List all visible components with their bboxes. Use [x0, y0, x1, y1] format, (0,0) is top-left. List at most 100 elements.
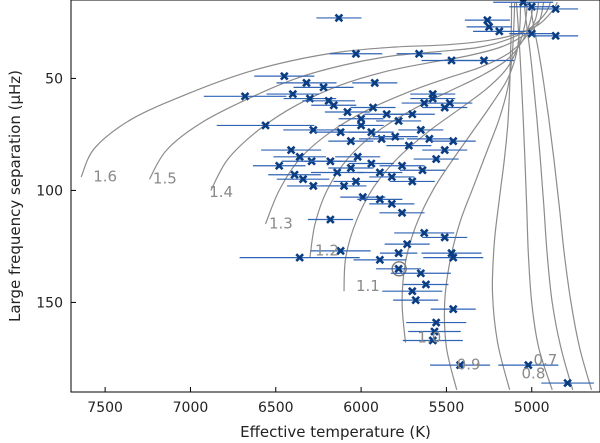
track-label-0-7: 0.7: [533, 351, 557, 369]
star-point: [338, 114, 384, 124]
star-marker: [326, 156, 335, 166]
star-marker: [524, 360, 533, 370]
star-point: [403, 280, 449, 289]
track-labels: 1.6 1.5 1.4 1.3 1.2 1.1 1.0 0.9 0.80.7: [93, 167, 557, 382]
star-point: [541, 378, 594, 388]
star-point: [533, 4, 579, 14]
track-line-0-7: [515, 2, 553, 390]
star-marker: [419, 228, 429, 238]
x-tick-label: 5500: [429, 400, 465, 416]
star-point: [369, 199, 415, 209]
star-marker: [394, 264, 403, 274]
star-point: [421, 248, 482, 258]
track-label-0-8: 0.8: [522, 365, 546, 383]
star-marker: [448, 136, 458, 146]
star-point: [348, 159, 394, 168]
star-marker: [483, 15, 492, 25]
star-marker: [455, 360, 465, 370]
star-point: [402, 336, 463, 345]
star-marker: [448, 304, 458, 314]
star-point: [350, 103, 396, 112]
star-point: [427, 98, 473, 108]
star-marker: [404, 141, 414, 150]
star-point: [382, 286, 443, 296]
y-axis-title: Large frequency separation (μHz): [6, 70, 24, 322]
star-point: [369, 172, 415, 182]
star-marker: [407, 177, 417, 186]
star-point: [328, 136, 374, 146]
x-tick-label: 7500: [87, 400, 123, 416]
star-marker: [290, 170, 299, 180]
star-marker: [351, 177, 361, 186]
star-marker: [334, 13, 344, 23]
star-point: [400, 165, 446, 175]
star-point: [430, 360, 491, 370]
star-marker: [563, 378, 572, 388]
star-point: [389, 109, 435, 119]
x-tick-label: 5000: [514, 400, 550, 416]
track-line-1-4: [210, 2, 545, 191]
star-marker: [440, 233, 450, 242]
star-marker: [336, 246, 345, 256]
star-marker: [397, 208, 407, 218]
star-marker: [288, 89, 298, 99]
track-label-1-3: 1.3: [269, 214, 293, 232]
star-marker: [445, 98, 455, 108]
x-tick-label: 6500: [258, 400, 294, 416]
track-label-1-4: 1.4: [209, 183, 233, 201]
star-point: [406, 318, 467, 327]
star-marker: [375, 168, 385, 177]
star-point: [338, 121, 384, 130]
star-point: [261, 145, 322, 155]
axis-ticks: 7500 7000 6500 6000 5500 5000 50 100 150: [36, 71, 549, 416]
star-point: [266, 89, 320, 99]
star-marker: [346, 163, 356, 173]
star-point: [239, 253, 360, 262]
star-marker: [286, 145, 296, 155]
star-point: [376, 264, 422, 274]
star-point: [335, 152, 381, 162]
star-point: [357, 195, 403, 204]
star-marker: [416, 125, 426, 135]
star-marker: [295, 253, 304, 262]
star-marker: [431, 318, 441, 327]
star-marker: [394, 248, 403, 258]
star-marker: [414, 49, 424, 59]
star-point: [464, 15, 510, 25]
star-point: [353, 255, 407, 265]
star-marker: [308, 181, 318, 191]
star-marker: [298, 174, 308, 184]
star-marker: [261, 121, 270, 130]
star-point: [273, 152, 326, 162]
star-marker: [343, 107, 352, 117]
track-label-1-2: 1.2: [315, 241, 339, 259]
star-point: [252, 161, 306, 171]
star-marker: [527, 29, 537, 38]
y-tick-label: 100: [36, 183, 63, 199]
star-point: [254, 71, 315, 81]
star-point: [430, 304, 476, 314]
y-tick-label: 150: [36, 295, 63, 311]
star-marker: [518, 0, 528, 7]
star-marker: [295, 152, 304, 162]
star-point: [422, 145, 468, 155]
star-marker: [551, 4, 560, 14]
star-marker: [479, 56, 489, 65]
star-marker: [329, 100, 339, 110]
star-marker: [368, 103, 378, 112]
star-marker: [428, 336, 438, 345]
track-line-0-8: [491, 2, 513, 390]
star-point: [466, 22, 512, 32]
star-marker: [351, 49, 361, 59]
star-marker: [431, 154, 441, 164]
star-marker: [302, 78, 311, 88]
star-point: [389, 177, 435, 186]
star-marker: [447, 56, 456, 65]
track-line-extra-10: [523, 2, 574, 390]
star-point: [310, 246, 371, 256]
track-line-1-3: [264, 2, 540, 225]
star-marker: [274, 161, 284, 171]
star-point: [352, 78, 398, 88]
